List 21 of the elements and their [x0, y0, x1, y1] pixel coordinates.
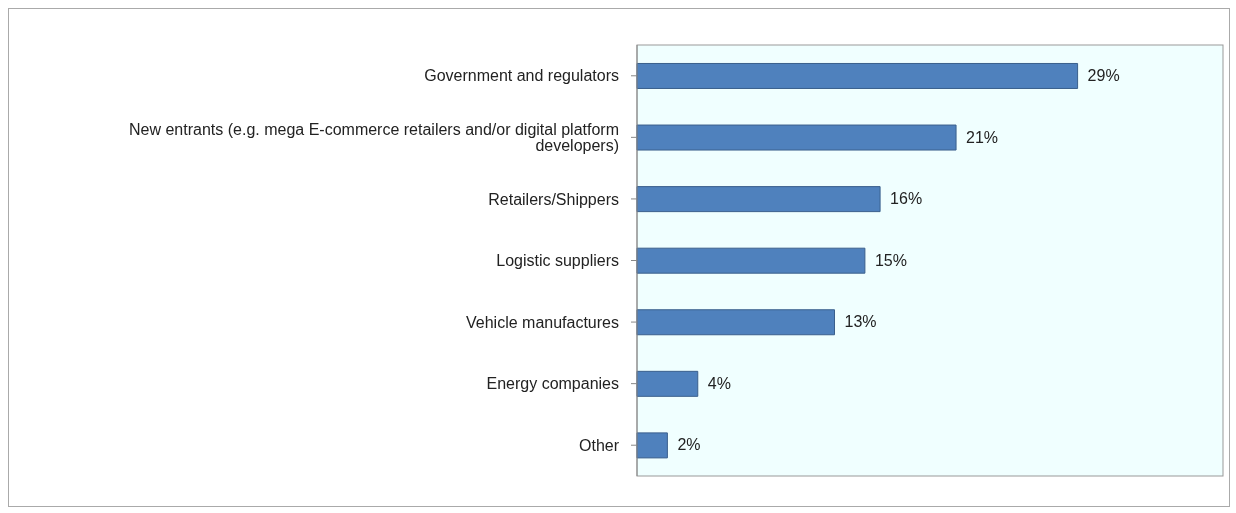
y-tick-label: New entrants (e.g. mega E-commerce retailers and/or digital platform developers) — [129, 121, 619, 155]
data-label: 4% — [707, 374, 731, 392]
bar — [636, 432, 668, 459]
data-label: 2% — [677, 436, 701, 454]
data-label: 15% — [874, 251, 907, 269]
data-label: 21% — [966, 128, 999, 146]
data-label: 29% — [1087, 66, 1120, 84]
data-label: 16% — [890, 190, 923, 208]
y-tick-label: Retailers/Shippers — [488, 190, 619, 208]
data-label: 13% — [844, 313, 877, 331]
y-tick-label: Government and regulators — [424, 67, 619, 85]
bar — [636, 247, 866, 274]
bar — [636, 370, 699, 397]
bar — [636, 186, 881, 213]
y-tick-label: Energy companies — [486, 375, 619, 393]
y-tick-label: Vehicle manufactures — [466, 313, 619, 331]
bar — [636, 309, 836, 336]
bar — [636, 124, 957, 151]
bar — [636, 62, 1079, 89]
y-tick-label: Other — [578, 436, 620, 454]
y-tick-label: Logistic suppliers — [496, 252, 619, 270]
